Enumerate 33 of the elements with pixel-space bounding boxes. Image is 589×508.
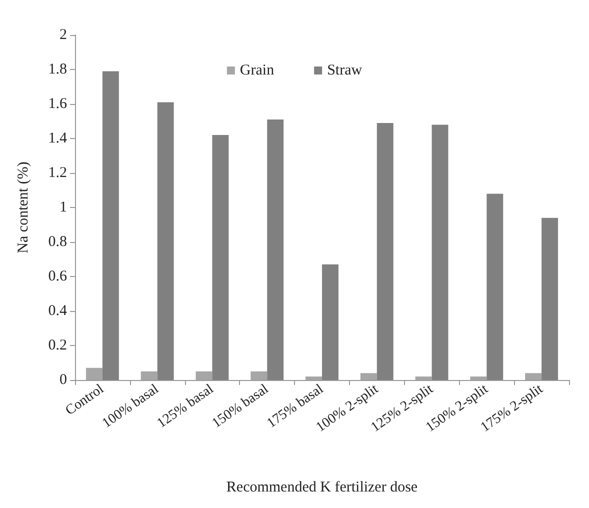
y-axis-title: Na content (%): [16, 162, 32, 254]
bar: [306, 376, 322, 380]
bar: [250, 371, 268, 380]
y-tick-label: 1.4: [48, 130, 68, 146]
y-tick-label: 1.6: [48, 96, 68, 112]
bar: [140, 371, 158, 380]
bar: [322, 264, 338, 380]
x-axis-title: Recommended K fertilizer dose: [226, 480, 418, 496]
bar: [212, 135, 229, 380]
y-tick-label: 1: [60, 200, 67, 216]
bar: [376, 122, 394, 380]
y-tick-label: 0.6: [48, 268, 68, 284]
y-tick-label: 1.8: [48, 62, 67, 78]
bar: [102, 71, 119, 380]
bar: [196, 371, 212, 380]
bar: [415, 376, 432, 380]
bar: [360, 373, 377, 380]
legend-label: Straw: [327, 62, 362, 78]
y-tick-label: 1.2: [48, 165, 67, 181]
bar: [525, 373, 542, 380]
y-tick-label: 0.2: [48, 338, 67, 354]
y-tick-label: 0.4: [48, 303, 68, 319]
bar: [470, 376, 487, 380]
bar: [86, 368, 102, 380]
bar: [432, 124, 448, 380]
legend-label: Grain: [240, 62, 275, 78]
y-tick-label: 2: [60, 27, 67, 43]
bar: [486, 194, 504, 380]
y-tick-label: 0: [60, 372, 67, 388]
bar: [542, 218, 558, 380]
y-tick-label: 0.8: [48, 234, 67, 250]
bar: [157, 102, 174, 380]
bar: [267, 120, 284, 380]
